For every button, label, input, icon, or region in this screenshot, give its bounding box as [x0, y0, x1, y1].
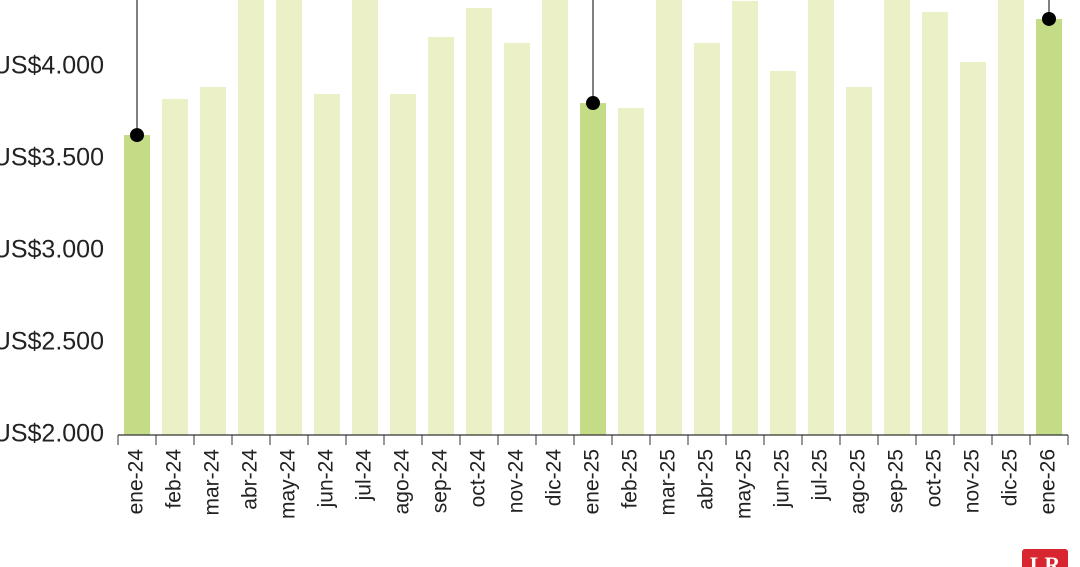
y-tick-label: US$3.000 [0, 236, 104, 264]
x-tick-label: abr-24 [239, 449, 262, 510]
y-tick-label: US$2.500 [0, 328, 104, 356]
x-tick-label: feb-25 [619, 449, 642, 509]
x-tick-label: oct-25 [923, 449, 946, 507]
x-tick-label: ene-25 [581, 449, 604, 514]
bar [504, 43, 530, 435]
bar [922, 11, 948, 435]
bar [656, 0, 682, 436]
x-tick-label: abr-25 [695, 449, 718, 510]
bar [390, 94, 416, 436]
bar [428, 36, 454, 435]
x-tick-label: dic-24 [543, 449, 566, 507]
x-tick-label: sep-25 [885, 449, 908, 513]
bar [352, 0, 378, 436]
bar [998, 0, 1024, 436]
bar [694, 43, 720, 435]
bar [580, 103, 606, 435]
x-tick-label: dic-25 [999, 449, 1022, 506]
bar [960, 62, 986, 436]
bar [314, 94, 340, 436]
x-tick-label: jul-25 [809, 449, 832, 501]
bar [770, 71, 796, 435]
x-tick-label: ago-25 [847, 449, 870, 514]
x-tick-label: ene-24 [125, 449, 148, 515]
bar [124, 135, 150, 435]
y-tick-label: US$3.500 [0, 144, 104, 172]
y-tick-label: US$2.000 [0, 420, 104, 448]
x-tick-label: jun-24 [315, 449, 338, 509]
bar [618, 108, 644, 435]
x-tick-label: ago-24 [391, 449, 414, 515]
bar [200, 87, 226, 435]
bar [466, 7, 492, 435]
bar [162, 98, 188, 435]
logo-text: LR [1030, 552, 1062, 567]
x-tick-label: may-25 [733, 449, 756, 519]
bar [276, 0, 302, 436]
logo: LR [1022, 549, 1068, 567]
bar [846, 87, 872, 435]
plot-area [124, 0, 1062, 436]
x-tick-label: nov-25 [961, 449, 984, 513]
bar [542, 0, 568, 436]
bar [808, 0, 834, 436]
x-tick-label: nov-24 [505, 449, 528, 514]
marker-dot [586, 96, 600, 111]
x-tick-label: may-24 [277, 449, 300, 519]
x-tick-label: oct-24 [467, 449, 490, 508]
x-tick-label: ene-26 [1037, 449, 1060, 514]
marker-dot [130, 128, 144, 143]
y-tick-label: US$4.000 [0, 52, 104, 80]
bar [238, 0, 264, 436]
logo-box [1022, 549, 1068, 567]
x-tick-label: mar-25 [657, 449, 680, 516]
x-tick-label: mar-24 [201, 449, 224, 516]
bar [732, 0, 758, 436]
x-tick-label: feb-24 [163, 449, 186, 509]
x-tick-label: jul-24 [353, 449, 376, 502]
bar [1036, 18, 1062, 436]
x-tick-label: sep-24 [429, 449, 452, 514]
x-tick-label: jun-25 [771, 449, 794, 508]
bar [884, 0, 910, 436]
marker-dot [1042, 11, 1056, 26]
